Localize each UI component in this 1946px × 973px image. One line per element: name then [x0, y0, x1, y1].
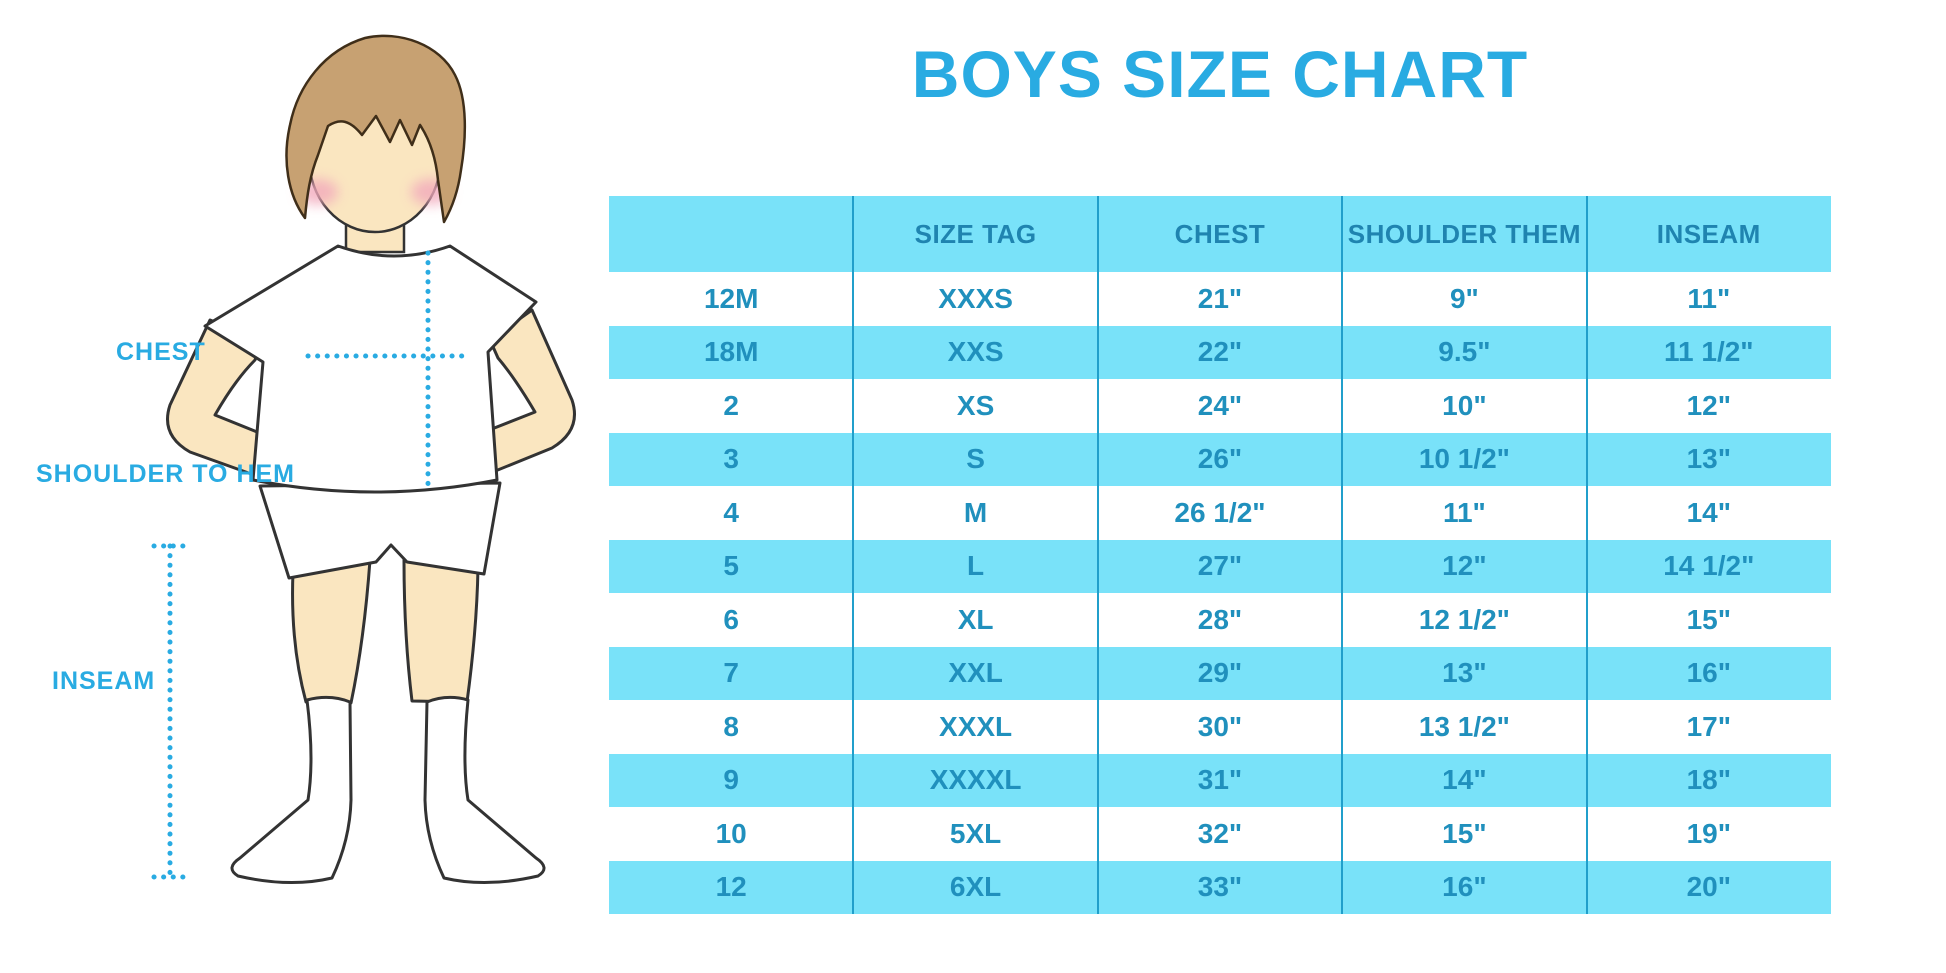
table-cell: 14"	[1442, 764, 1487, 796]
table-cell: 2	[723, 389, 739, 421]
table-cell: 6	[723, 603, 739, 635]
table-cell: 13 1/2"	[1418, 710, 1510, 742]
table-cell: 18M	[703, 336, 759, 368]
table-cell: 20"	[1686, 871, 1731, 903]
table-cell: XS	[956, 389, 995, 421]
table-cell: 3	[723, 443, 739, 475]
table-cell: 5XL	[949, 817, 1002, 849]
table-cell: 16"	[1686, 657, 1731, 689]
table-cell: 9.5"	[1438, 336, 1491, 368]
table-cell: 12"	[1686, 389, 1731, 421]
boy-shirt	[203, 244, 538, 494]
table-header-row: SIZE TAG CHEST SHOULDER THEM INSEAM	[609, 196, 1831, 272]
boy-arms	[166, 308, 576, 482]
table-cell: XL	[957, 603, 994, 635]
header-cell-shoulder: SHOULDER THEM	[1347, 218, 1582, 249]
table-row: 4 M 26 1/2" 11" 14"	[609, 486, 1831, 540]
table-cell: 4	[723, 496, 739, 528]
table-row: 2 XS 24" 10" 12"	[609, 379, 1831, 433]
table-cell: 6XL	[949, 871, 1002, 903]
table-cell: 28"	[1197, 603, 1243, 635]
table-cell: 17"	[1686, 710, 1731, 742]
inseam-measure-line	[151, 543, 193, 880]
table-cell: 19"	[1686, 817, 1731, 849]
table-cell: 33"	[1197, 871, 1243, 903]
column-divider	[852, 196, 855, 914]
table-row: 12M XXXS 21" 9" 11"	[609, 272, 1831, 326]
table-cell: 8	[723, 710, 739, 742]
boy-legs	[291, 558, 480, 705]
table-cell: 12"	[1442, 550, 1487, 582]
table-row: 18M XXS 22" 9.5" 11 1/2"	[609, 325, 1831, 379]
table-cell: 27"	[1197, 550, 1243, 582]
table-cell: 9	[723, 764, 739, 796]
boy-illustration	[151, 34, 576, 884]
table-cell: 5	[723, 550, 739, 582]
shoulder-to-hem-label: SHOULDER TO HEM	[36, 460, 295, 488]
table-cell: XXXL	[939, 710, 1013, 742]
table-cell: 16"	[1442, 871, 1487, 903]
table-cell: 10 1/2"	[1418, 443, 1510, 475]
table-cell: XXS	[947, 336, 1004, 368]
table-cell: XXXXL	[929, 764, 1022, 796]
table-cell: 21"	[1197, 282, 1243, 314]
column-divider	[1096, 196, 1099, 914]
table-row: 7 XXL 29" 13" 16"	[609, 646, 1831, 700]
boy-hair	[285, 34, 467, 224]
table-row: 8 XXXL 30" 13 1/2" 17"	[609, 700, 1831, 754]
table-cell: 18"	[1686, 764, 1731, 796]
table-row: 10 5XL 32" 15" 19"	[609, 807, 1831, 861]
table-cell: 12 1/2"	[1418, 603, 1510, 635]
table-cell: 10	[715, 817, 747, 849]
table-cell: 10"	[1442, 389, 1487, 421]
table-cell: 14 1/2"	[1663, 550, 1755, 582]
table-row: 5 L 27" 12" 14 1/2"	[609, 539, 1831, 593]
table-cell: 11"	[1442, 496, 1486, 528]
table-cell: 24"	[1197, 389, 1243, 421]
table-cell: 14"	[1686, 496, 1731, 528]
table-cell: 9"	[1449, 282, 1479, 314]
page-title: BOYS SIZE CHART	[911, 37, 1529, 111]
boy-socks	[230, 695, 546, 884]
column-divider	[1341, 196, 1344, 914]
header-cell-chest: CHEST	[1174, 218, 1266, 249]
table-cell: 26"	[1197, 443, 1243, 475]
table-cell: XXL	[948, 657, 1003, 689]
table-cell: 7	[723, 657, 739, 689]
table-cell: 11 1/2"	[1664, 336, 1754, 368]
table-cell: 11"	[1687, 282, 1731, 314]
header-cell-inseam: INSEAM	[1656, 218, 1761, 249]
table-cell: 26 1/2"	[1174, 496, 1266, 528]
table-cell: 12M	[703, 282, 759, 314]
inseam-label: INSEAM	[52, 667, 156, 695]
boy-shorts	[258, 481, 502, 580]
table-row: 9 XXXXL 31" 14" 18"	[609, 753, 1831, 807]
table-cell: 32"	[1197, 817, 1243, 849]
header-cell-size-tag: SIZE TAG	[914, 218, 1037, 249]
table-cell: 15"	[1442, 817, 1487, 849]
table-row: 12 6XL 33" 16" 20"	[609, 860, 1831, 914]
table-cell: L	[967, 550, 985, 582]
table-cell: 29"	[1197, 657, 1243, 689]
table-cell: 13"	[1686, 443, 1731, 475]
column-divider	[1585, 196, 1588, 914]
table-cell: 30"	[1197, 710, 1243, 742]
size-table: SIZE TAG CHEST SHOULDER THEM INSEAM 12M X…	[609, 196, 1831, 914]
table-cell: M	[963, 496, 988, 528]
table-cell: 13"	[1442, 657, 1487, 689]
table-cell: XXXS	[938, 282, 1013, 314]
table-row: 3 S 26" 10 1/2" 13"	[609, 432, 1831, 486]
size-table-body: 12M XXXS 21" 9" 11" 18M XXS 22" 9.5" 11 1/2" 2 XS 24…	[609, 272, 1831, 914]
table-row: 6 XL 28" 12 1/2" 15"	[609, 593, 1831, 647]
table-cell: S	[966, 443, 985, 475]
chest-label: CHEST	[116, 338, 206, 366]
table-cell: 22"	[1197, 336, 1243, 368]
table-cell: 31"	[1197, 764, 1243, 796]
table-cell: 15"	[1686, 603, 1731, 635]
table-cell: 12	[715, 871, 747, 903]
